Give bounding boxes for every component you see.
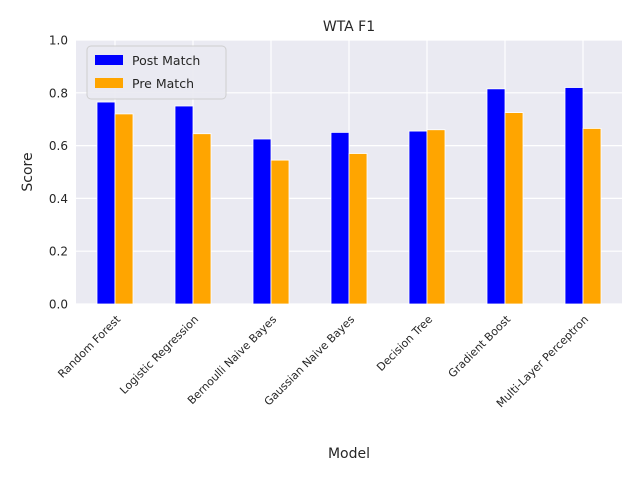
legend-label: Pre Match: [132, 76, 194, 91]
y-tick-label: 0.6: [49, 139, 68, 153]
bar-pre-match: [270, 159, 290, 305]
x-tick-label: Multi-Layer Perceptron: [494, 313, 591, 410]
y-tick-label: 0.2: [49, 245, 68, 259]
legend-swatch: [95, 55, 123, 65]
bar-pre-match: [114, 113, 134, 305]
bar-post-match: [252, 138, 272, 305]
y-tick-label: 0.4: [49, 192, 68, 206]
x-tick-label: Decision Tree: [374, 313, 435, 374]
bar-pre-match: [582, 128, 602, 305]
y-tick-label: 1.0: [49, 34, 68, 48]
x-tick-label: Gaussian Naive Bayes: [262, 313, 358, 409]
legend-label: Post Match: [132, 53, 200, 68]
bar-pre-match: [426, 129, 446, 305]
bars: [96, 87, 602, 305]
bar-post-match: [330, 131, 350, 305]
x-tick-label: Logistic Regression: [117, 313, 201, 397]
legend-swatch: [95, 78, 123, 88]
bar-post-match: [96, 101, 116, 305]
chart-title: WTA F1: [323, 19, 375, 35]
y-tick-labels: 0.0 0.2 0.4 0.6 0.8 1.0: [49, 34, 68, 312]
y-axis-label: Score: [20, 152, 36, 191]
bar-post-match: [564, 87, 584, 305]
legend: Post Match Pre Match: [86, 45, 227, 100]
bar-pre-match: [348, 153, 368, 305]
bar-post-match: [486, 88, 506, 305]
y-tick-label: 0.8: [49, 86, 68, 100]
bar-pre-match: [192, 133, 212, 305]
bar-post-match: [408, 130, 428, 305]
bar-post-match: [174, 105, 194, 305]
x-tick-label: Random Forest: [55, 312, 123, 380]
bar-pre-match: [504, 112, 524, 305]
x-axis-label: Model: [328, 446, 370, 462]
y-tick-label: 0.0: [49, 298, 68, 312]
x-tick-label: Bernoulli Naive Bayes: [185, 313, 279, 407]
x-tick-label: Gradient Boost: [446, 312, 514, 380]
